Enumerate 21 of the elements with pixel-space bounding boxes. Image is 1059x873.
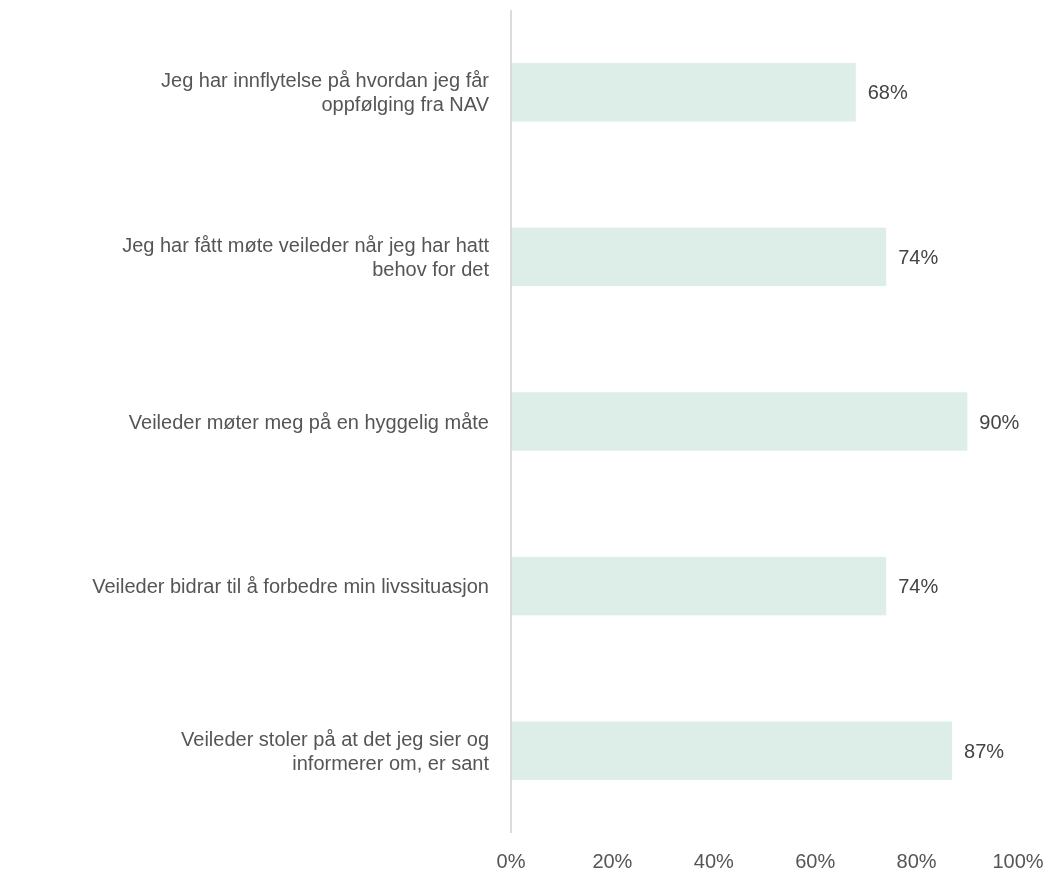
x-tick-label: 0%	[496, 850, 526, 872]
bar	[511, 227, 887, 287]
y-tick-label: Jeg har innflytelse på hvordan jeg får oppfølging fra NAV	[161, 69, 490, 116]
x-tick-label: 60%	[795, 850, 836, 872]
bar	[511, 63, 856, 122]
data-label: 90%	[979, 410, 1020, 433]
x-tick-label: 40%	[693, 850, 735, 872]
x-tick-label: 100%	[992, 850, 1044, 872]
y-tick-label: Veileder bidrar til å forbedre min livssituasjon	[92, 575, 489, 598]
y-tick-label: Veileder møter meg på en hyggelig måte	[128, 410, 489, 433]
data-label: 68%	[867, 81, 909, 104]
data-label: 74%	[898, 575, 939, 598]
y-tick-label: Veileder stoler på at det jeg sier og informerer om, er sant	[181, 727, 490, 774]
bar	[511, 556, 887, 616]
bar	[511, 392, 968, 451]
data-label: 74%	[898, 245, 939, 268]
y-tick-label: Jeg har fått møte veileder når jeg har hatt behov for det	[122, 233, 490, 280]
x-tick-label: 80%	[896, 850, 937, 872]
x-tick-label: 20%	[592, 850, 633, 872]
data-label: 87%	[964, 739, 1005, 762]
bar	[511, 721, 953, 780]
